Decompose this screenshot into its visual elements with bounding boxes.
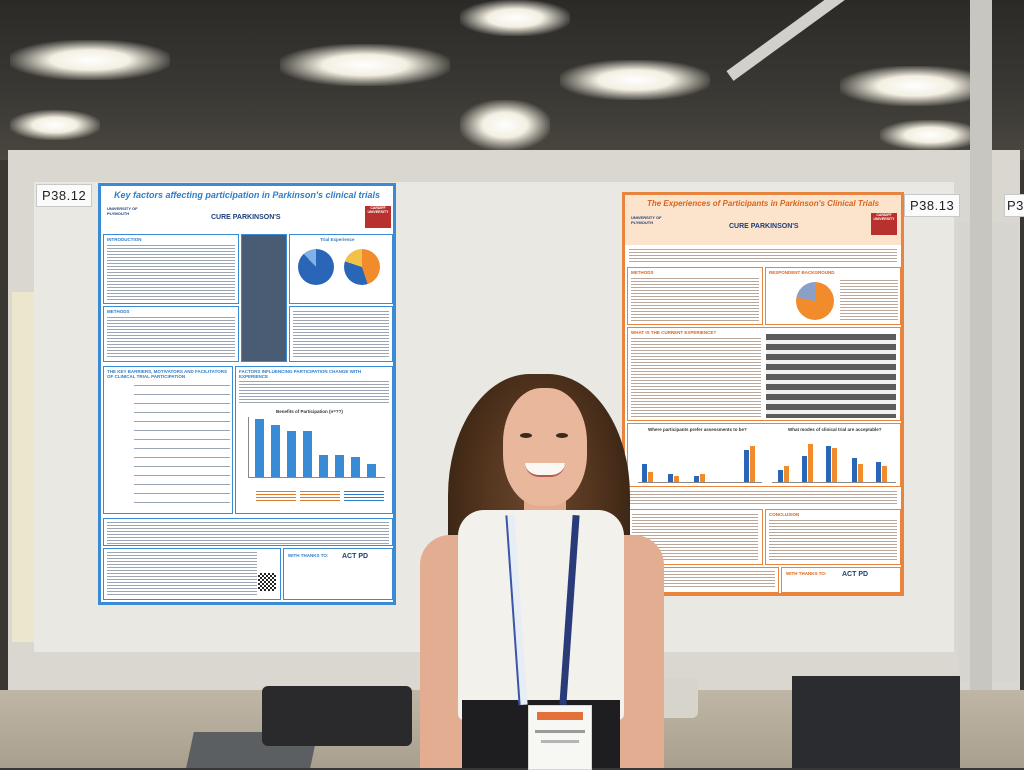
respondent-section: RESPONDENT BACKGROUND [765,267,901,325]
pie-chart [298,249,334,285]
person-top [458,510,624,720]
side-panel [12,292,34,642]
ceiling [0,0,1024,160]
poster-left: Key factors affecting participation in P… [98,183,396,605]
intro-section: INTRODUCTION [103,234,239,304]
thanks-section: WITH THANKS TO: ACT PD [283,548,393,600]
cure-parkinsons-logo: CURE PARKINSON'S [211,214,281,221]
ceiling-light [460,100,550,150]
photo-strip [241,234,287,362]
board-number-edge: P3 [1004,194,1024,217]
poster-title: The Experiences of Participants in Parki… [646,199,880,208]
board-number-left: P38.12 [36,184,93,207]
responses-section: Trial Experience [289,234,393,304]
conclusion-section: CONCLUSION [765,509,901,565]
ceiling-light [880,120,980,150]
pie-chart [344,249,380,285]
bar-chart [248,417,385,478]
methods-section: METHODS [103,306,239,362]
barriers-section: THE KEY BARRIERS, MOTIVATORS AND FACILIT… [103,366,233,514]
background-person [262,686,412,746]
ceiling-light [560,60,710,100]
poster-title: Key factors affecting participation in P… [113,190,381,200]
ceiling-light [280,44,450,86]
name-badge [528,705,592,770]
poster-right: The Experiences of Participants in Parki… [622,192,904,596]
background-person [792,676,960,768]
person-smile [525,463,565,477]
thanks-section: WITH THANKS TO: ACT PD [781,567,901,593]
charts-section: Where participants prefer assessments to… [627,423,901,487]
references-section [103,548,281,600]
ceiling-light [10,40,170,80]
university-logo: UNIVERSITY OF PLYMOUTH [107,206,138,216]
person-eyes [518,433,572,441]
cure-parkinsons-logo: CURE PARKINSON'S [729,223,799,230]
experience-section: WHAT IS THE CURRENT EXPERIENCE? [627,327,901,421]
experience-section: FACTORS INFLUENCING PARTICIPATION CHANGE… [235,366,393,514]
results-text [289,306,393,362]
bar-chart [772,438,896,483]
ceiling-light [460,0,570,36]
bar-chart [638,438,762,483]
university-logo: UNIVERSITY OF PLYMOUTH [631,215,662,225]
methods-section: METHODS [627,267,763,325]
qr-code [258,573,276,591]
ceiling-light [10,110,100,140]
ceiling-light [840,66,990,106]
data-table [766,334,896,418]
board-number-right: P38.13 [904,194,961,217]
cardiff-logo: CARDIFF UNIVERSITY [871,213,897,235]
person-face [503,388,587,506]
cardiff-logo: CARDIFF UNIVERSITY [365,206,391,228]
pie-chart [796,282,834,320]
poster-header [625,195,901,245]
frame-post [970,0,992,768]
conclusion-strip [103,518,393,546]
